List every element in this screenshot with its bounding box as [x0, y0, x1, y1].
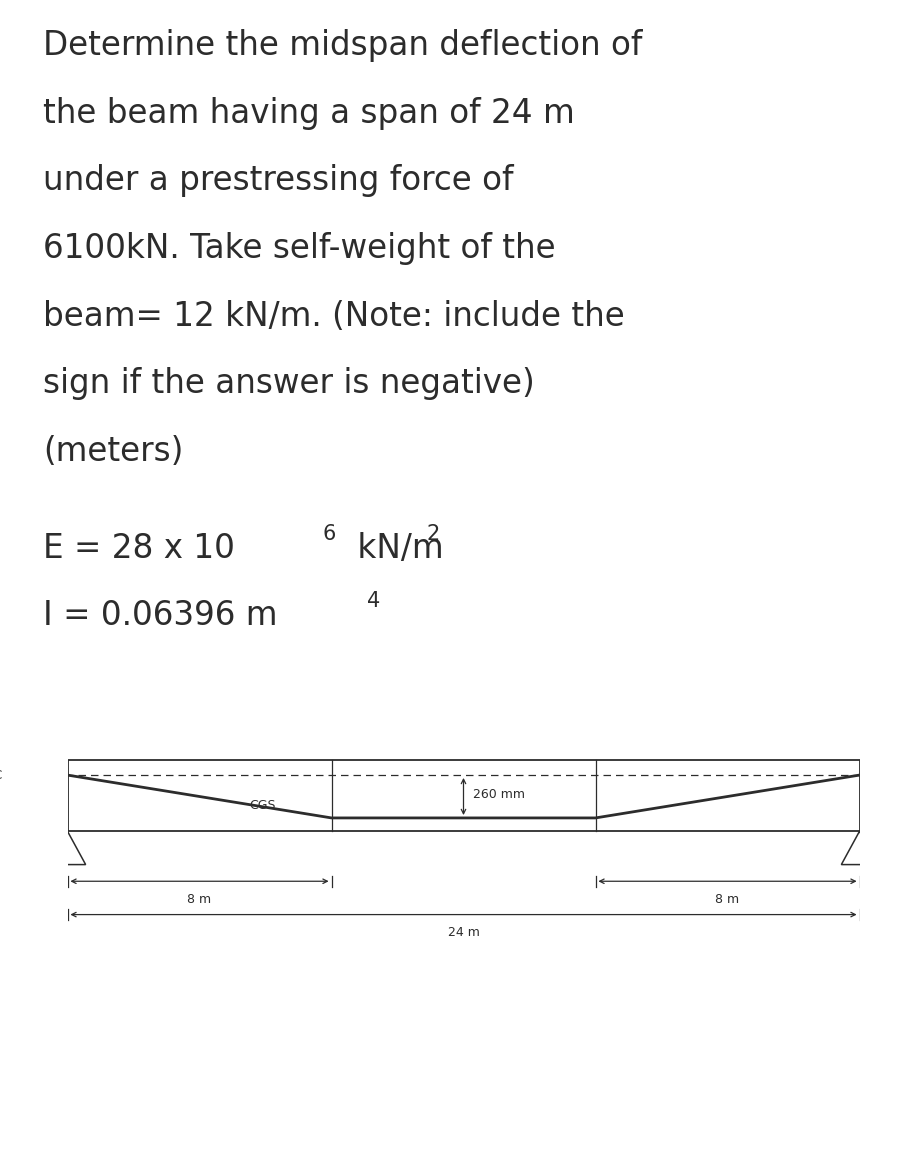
Text: CGS: CGS — [249, 799, 275, 813]
Text: E = 28 x 10: E = 28 x 10 — [43, 532, 235, 564]
Text: 2: 2 — [427, 524, 440, 543]
Text: 260 mm: 260 mm — [473, 787, 526, 801]
Text: 6100kN. Take self-weight of the: 6100kN. Take self-weight of the — [43, 232, 556, 265]
Text: kN/m: kN/m — [347, 532, 444, 564]
Text: (meters): (meters) — [43, 435, 184, 468]
Text: beam= 12 kN/m. (Note: include the: beam= 12 kN/m. (Note: include the — [43, 300, 625, 332]
Text: the beam having a span of 24 m: the beam having a span of 24 m — [43, 97, 575, 129]
Text: sign if the answer is negative): sign if the answer is negative) — [43, 367, 535, 400]
Text: under a prestressing force of: under a prestressing force of — [43, 164, 514, 197]
Text: 8 m: 8 m — [187, 893, 212, 906]
Text: I = 0.06396 m: I = 0.06396 m — [43, 599, 278, 632]
Text: Determine the midspan deflection of: Determine the midspan deflection of — [43, 29, 643, 62]
Text: 24 m: 24 m — [447, 927, 480, 940]
Text: 8 m: 8 m — [716, 893, 740, 906]
Text: 4: 4 — [367, 591, 381, 611]
Text: 6: 6 — [322, 524, 336, 543]
Text: CGC: CGC — [0, 768, 3, 781]
Bar — [68, 760, 860, 831]
